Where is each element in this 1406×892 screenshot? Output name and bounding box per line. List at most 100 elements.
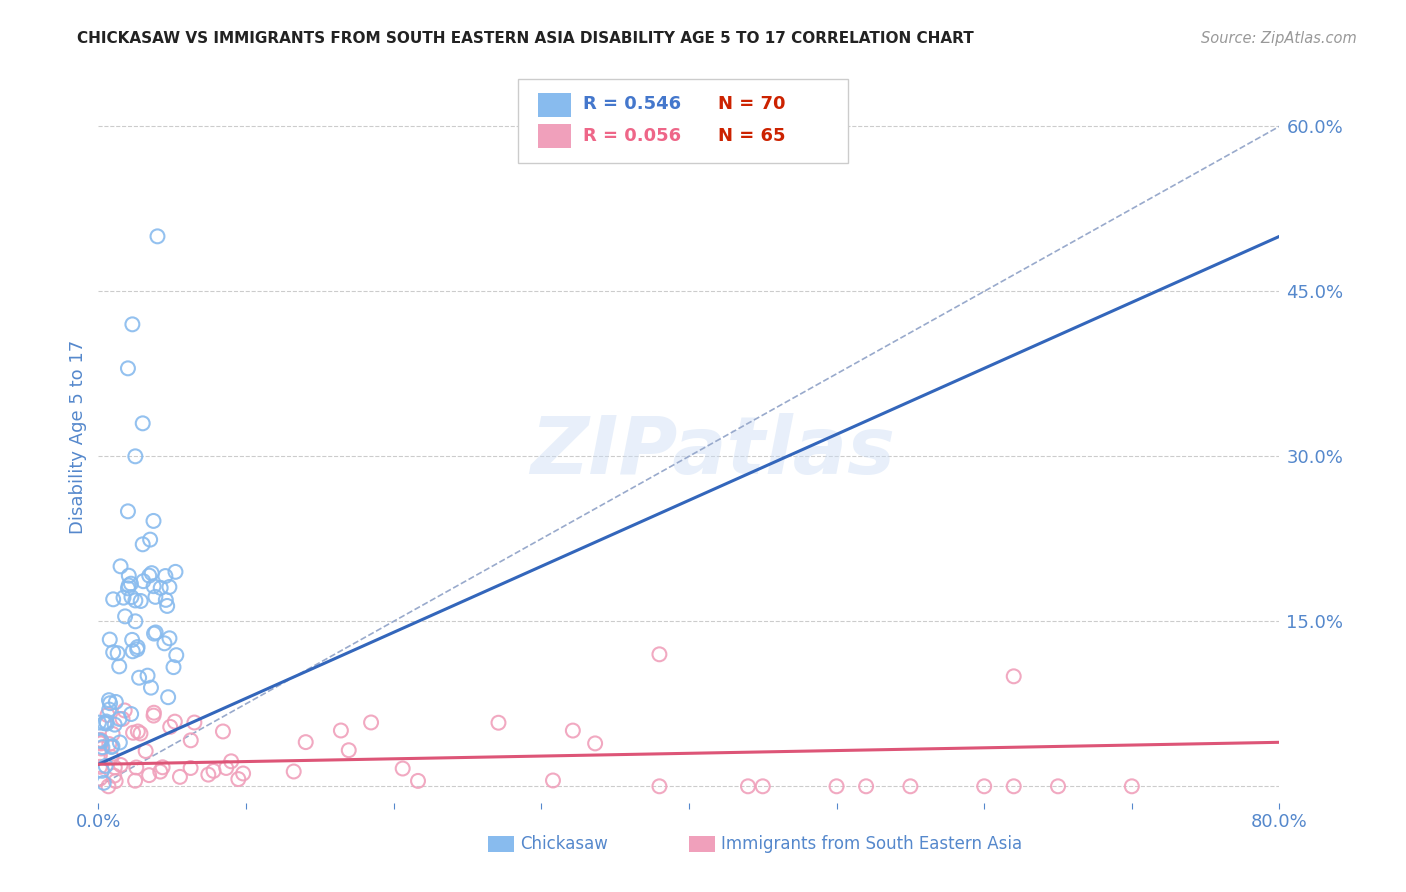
Point — [110, 758, 132, 772]
Point — [124, 450, 146, 464]
Point — [228, 772, 250, 786]
Point — [124, 773, 146, 788]
Point — [117, 361, 139, 376]
Point — [155, 593, 177, 607]
Point — [121, 318, 143, 332]
Point — [156, 599, 179, 613]
Point — [197, 767, 219, 781]
Point — [127, 640, 149, 654]
Point — [125, 760, 148, 774]
Point — [145, 625, 167, 640]
Bar — [689, 836, 714, 852]
Point — [111, 712, 134, 726]
Point — [120, 576, 142, 591]
Point — [93, 776, 115, 790]
Point — [145, 590, 167, 604]
Point — [108, 659, 131, 673]
Bar — [537, 93, 571, 117]
Point — [169, 770, 191, 784]
Point — [90, 736, 112, 750]
Point — [232, 766, 254, 780]
Point — [406, 773, 429, 788]
Point — [648, 780, 671, 794]
Point — [329, 723, 352, 738]
Point — [120, 590, 142, 604]
Point — [139, 533, 162, 547]
Point — [128, 671, 150, 685]
Point — [973, 780, 995, 794]
Point — [163, 714, 186, 729]
Point — [149, 764, 172, 779]
Point — [114, 703, 136, 717]
Point — [98, 737, 121, 751]
Point — [900, 780, 922, 794]
Point — [212, 724, 235, 739]
Point — [117, 582, 139, 596]
Point — [165, 565, 187, 579]
Point — [1002, 780, 1025, 794]
Point — [89, 772, 111, 786]
Point — [90, 741, 112, 756]
Point — [180, 733, 202, 747]
Point — [91, 764, 114, 778]
Point — [159, 632, 181, 646]
Point — [183, 715, 205, 730]
Text: N = 70: N = 70 — [718, 95, 786, 113]
Text: Immigrants from South Eastern Asia: Immigrants from South Eastern Asia — [721, 835, 1022, 853]
Point — [117, 504, 139, 518]
Point — [219, 754, 242, 768]
Point — [94, 759, 117, 773]
Point — [124, 593, 146, 607]
FancyBboxPatch shape — [517, 78, 848, 163]
Point — [97, 780, 120, 794]
Point — [180, 761, 202, 775]
Point — [157, 690, 180, 705]
Point — [108, 712, 131, 726]
Point — [112, 591, 135, 605]
Point — [118, 568, 141, 582]
Point — [118, 578, 141, 592]
Point — [110, 559, 132, 574]
Bar — [537, 124, 571, 148]
Point — [143, 626, 166, 640]
Point — [825, 780, 848, 794]
Point — [90, 734, 112, 748]
Point — [103, 592, 125, 607]
Point — [648, 648, 671, 662]
Point — [139, 681, 162, 695]
Point — [138, 768, 160, 782]
Point — [124, 615, 146, 629]
Point — [122, 725, 145, 739]
Point — [149, 581, 172, 595]
Point — [152, 760, 174, 774]
Point — [89, 760, 111, 774]
Point — [541, 773, 564, 788]
Point — [103, 769, 125, 783]
Point — [114, 609, 136, 624]
Text: N = 65: N = 65 — [718, 128, 786, 145]
Point — [101, 727, 124, 741]
Point — [153, 636, 176, 650]
Text: R = 0.546: R = 0.546 — [582, 95, 681, 113]
Point — [127, 642, 149, 657]
Point — [104, 695, 127, 709]
Point — [1046, 780, 1070, 794]
Point — [121, 644, 143, 658]
Point — [283, 764, 305, 779]
Point — [162, 660, 184, 674]
Point — [360, 715, 382, 730]
Point — [1121, 780, 1143, 794]
Point — [127, 724, 149, 739]
Point — [132, 537, 155, 551]
Point — [488, 715, 510, 730]
Point — [104, 760, 127, 774]
Point — [91, 740, 114, 755]
Text: Chickasaw: Chickasaw — [520, 835, 607, 853]
Point — [101, 739, 124, 754]
Point — [202, 764, 225, 778]
Point — [146, 229, 169, 244]
Point — [101, 645, 124, 659]
Text: Source: ZipAtlas.com: Source: ZipAtlas.com — [1201, 31, 1357, 46]
Point — [104, 717, 127, 731]
Point — [120, 707, 142, 722]
